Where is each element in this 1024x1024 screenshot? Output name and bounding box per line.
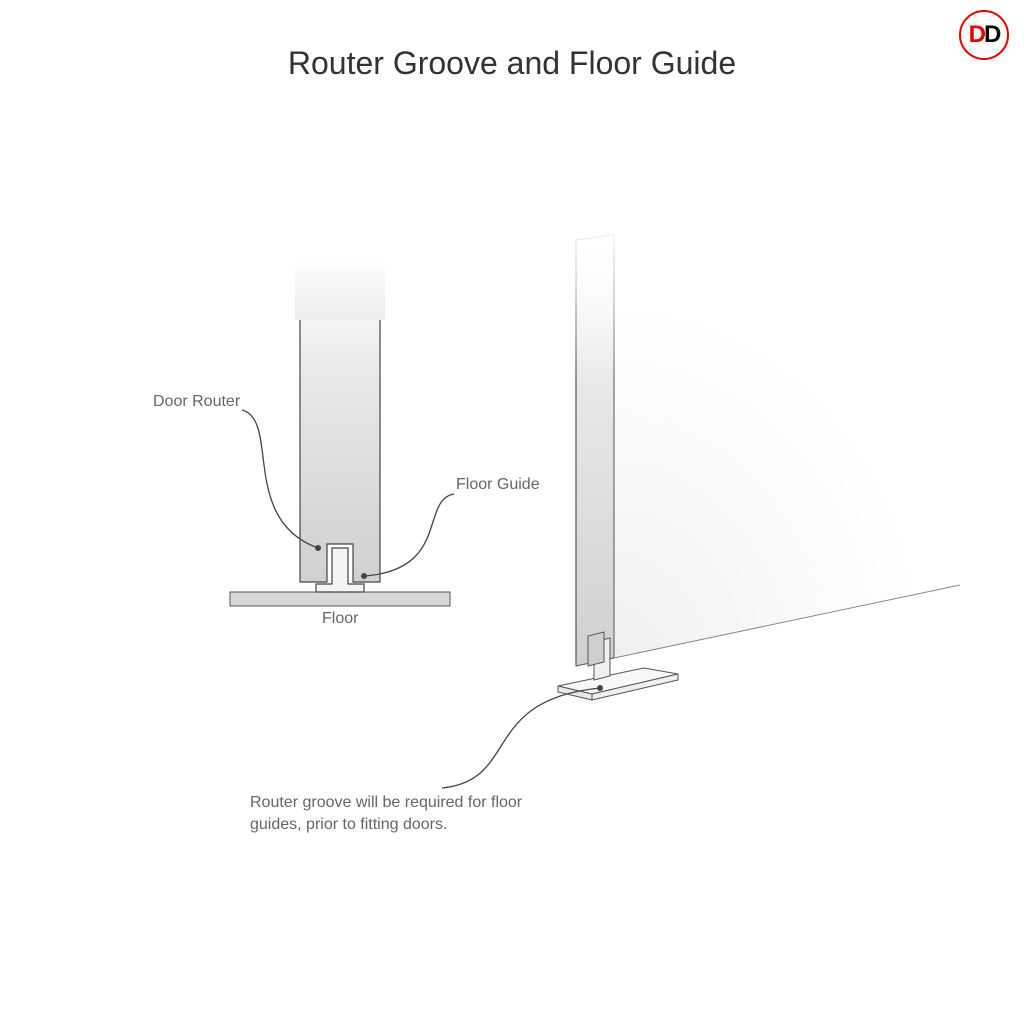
label-floor-guide: Floor Guide bbox=[456, 476, 540, 494]
label-floor: Floor bbox=[322, 610, 358, 628]
floor-slab bbox=[230, 592, 450, 606]
technical-diagram bbox=[0, 0, 1024, 1024]
note-text: Router groove will be required for floor… bbox=[250, 792, 550, 837]
callout-note bbox=[442, 688, 600, 788]
label-door-router: Door Router bbox=[153, 393, 240, 411]
